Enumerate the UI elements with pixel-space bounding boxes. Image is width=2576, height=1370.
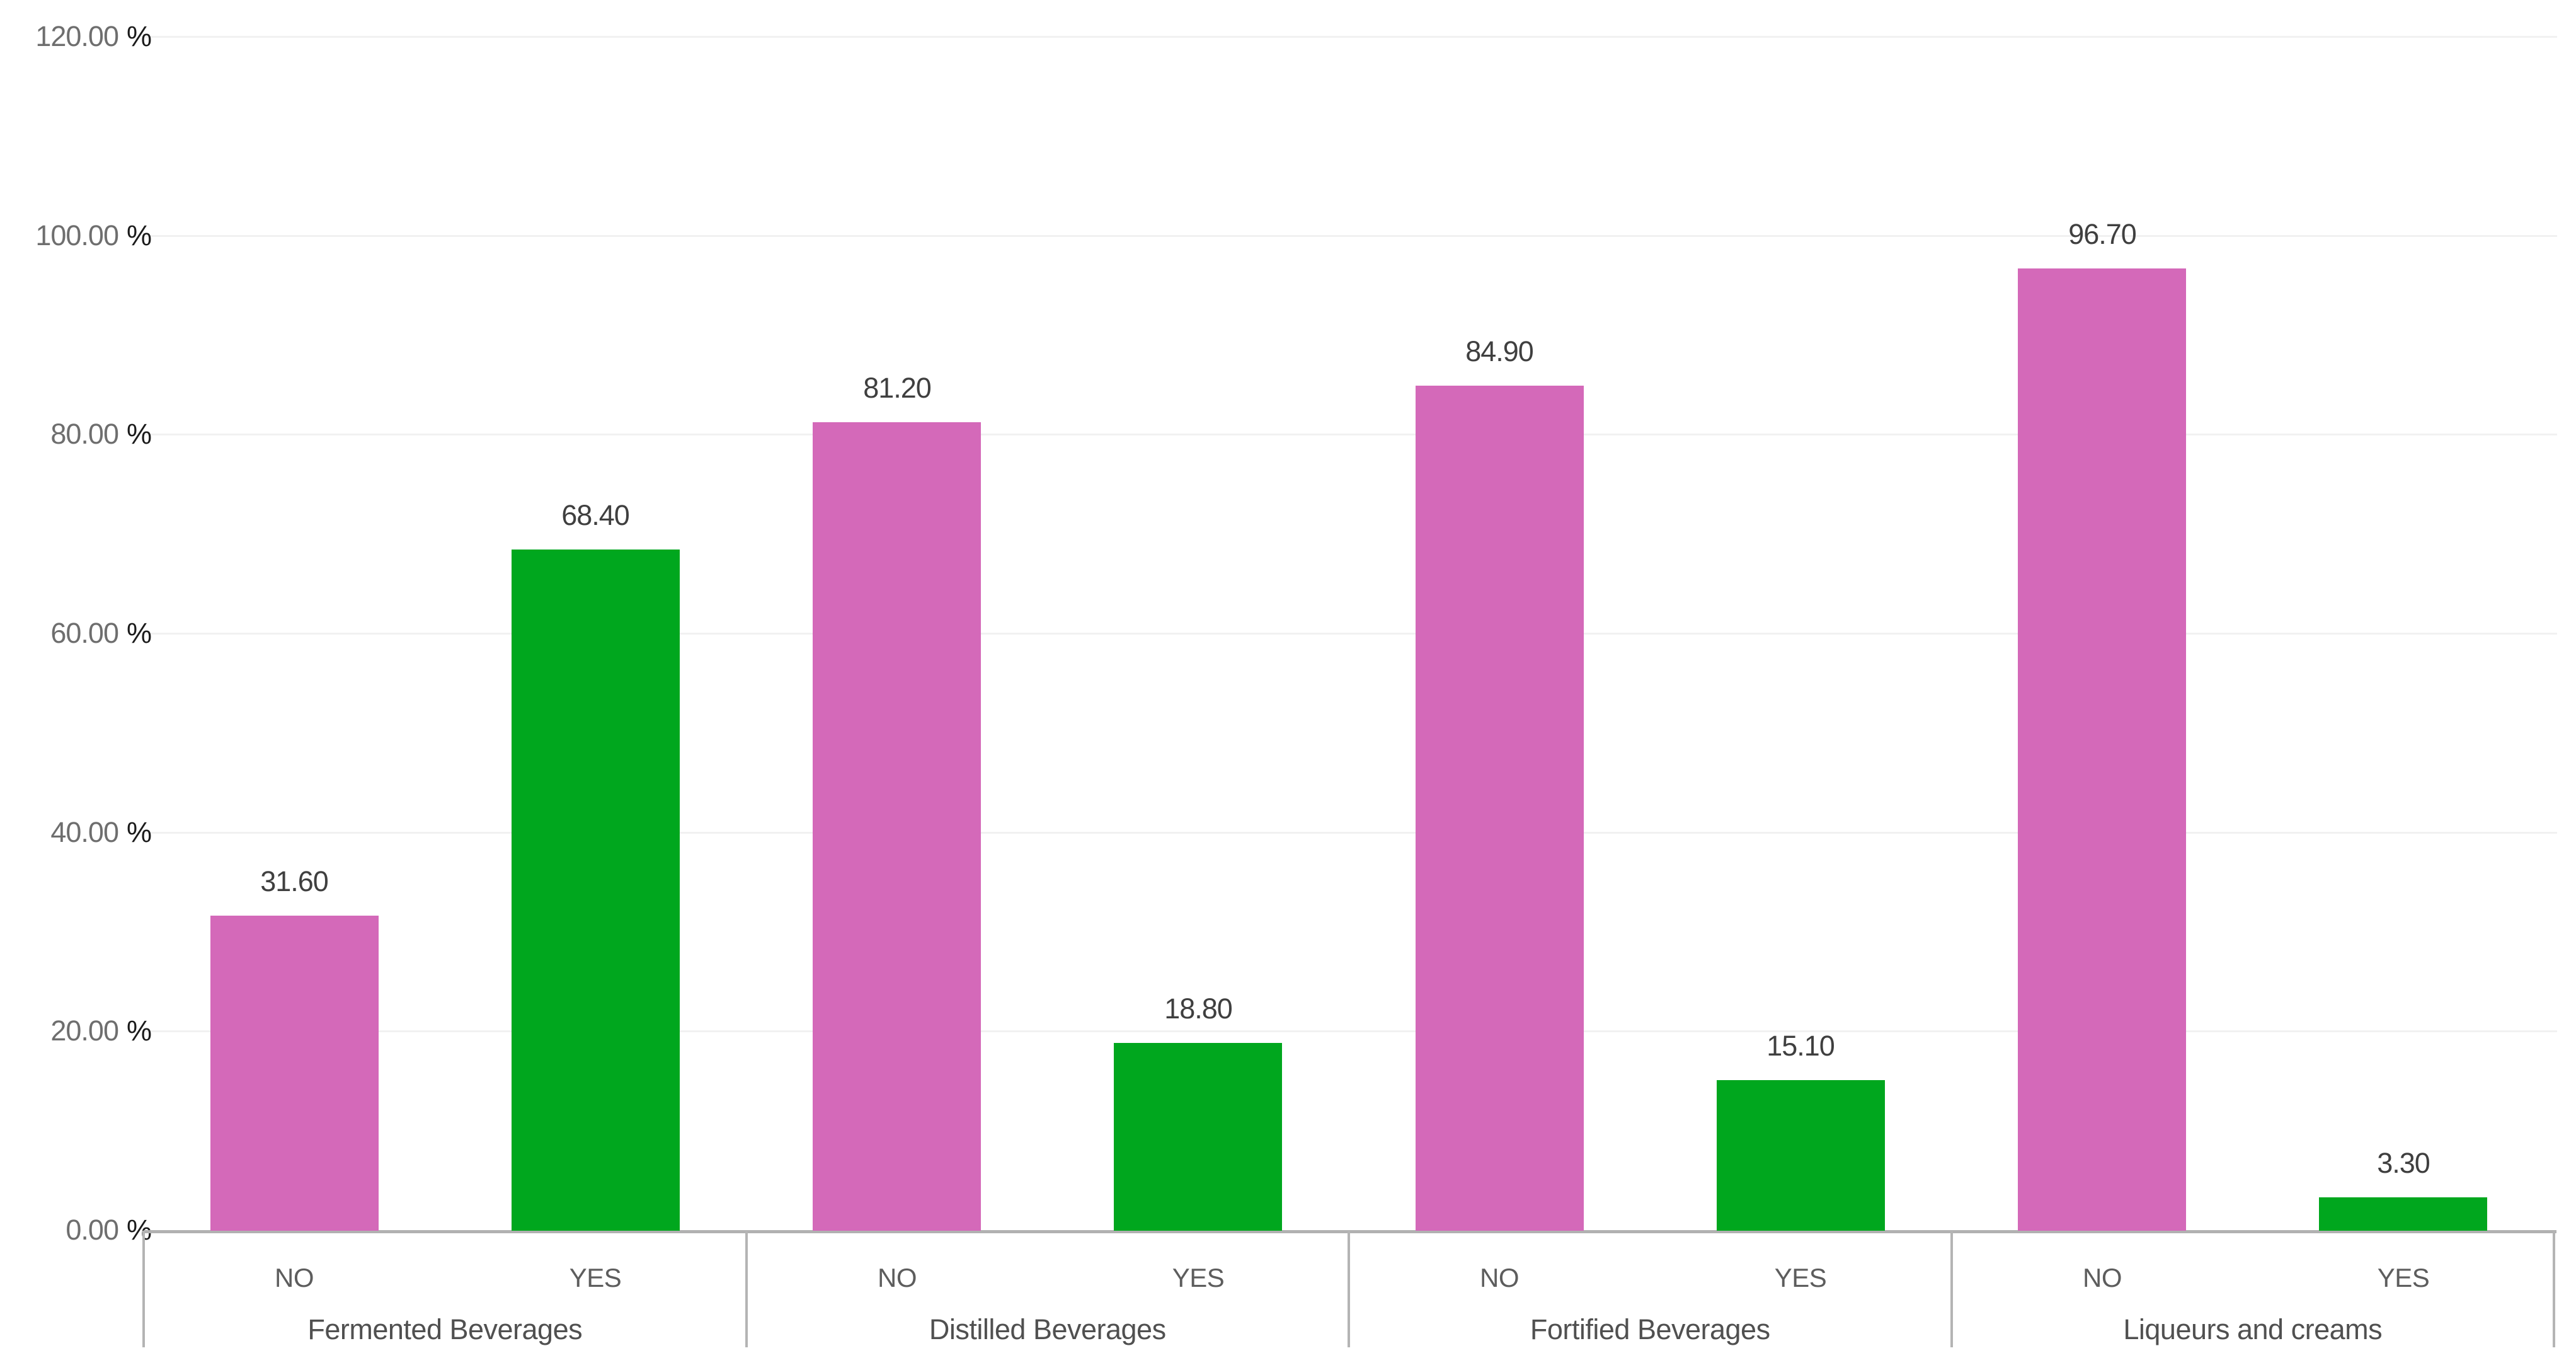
- y-axis-tick-label: 60.00%: [0, 617, 152, 650]
- y-axis-tick-label: 100.00%: [0, 219, 152, 252]
- y-axis-tick-label: 40.00%: [0, 815, 152, 849]
- y-axis-tick-label: 0.00%: [0, 1214, 152, 1246]
- bar-value-label: 68.40: [561, 499, 630, 531]
- y-axis-tick-label: 20.00%: [0, 1015, 152, 1047]
- category-label[interactable]: NO: [878, 1263, 917, 1292]
- category-label[interactable]: NO: [1480, 1263, 1520, 1292]
- gridline: [144, 633, 2557, 635]
- bar-distilled-beverages-yes[interactable]: [1114, 1043, 1282, 1231]
- category-label[interactable]: NO: [2083, 1263, 2122, 1292]
- category-label[interactable]: YES: [1774, 1263, 1827, 1292]
- tick-value: 80.00: [50, 418, 119, 451]
- group-label[interactable]: Distilled Beverages: [929, 1313, 1166, 1345]
- tick-value: 0.00: [66, 1214, 119, 1246]
- group-label[interactable]: Fortified Beverages: [1530, 1313, 1770, 1345]
- tick-unit: %: [126, 815, 152, 848]
- bar-fermented-beverages-yes[interactable]: [512, 550, 680, 1231]
- bar-value-label: 3.30: [2377, 1147, 2430, 1179]
- group-separator: [2553, 1231, 2555, 1347]
- bar-value-label: 96.70: [2068, 218, 2137, 250]
- tick-value: 40.00: [50, 815, 119, 848]
- bar-value-label: 31.60: [260, 865, 329, 897]
- y-axis-tick-label: 120.00%: [0, 20, 152, 53]
- category-label[interactable]: YES: [569, 1263, 622, 1292]
- tick-unit: %: [126, 418, 152, 451]
- y-axis-tick-label: 80.00%: [0, 418, 152, 451]
- bar-distilled-beverages-no[interactable]: [813, 422, 981, 1231]
- tick-unit: %: [126, 219, 152, 251]
- tick-unit: %: [126, 1015, 152, 1047]
- tick-unit: %: [126, 20, 152, 52]
- tick-unit: %: [126, 617, 152, 649]
- gridline: [144, 36, 2557, 38]
- group-separator: [745, 1231, 748, 1347]
- bar-fortified-beverages-no[interactable]: [1416, 386, 1584, 1231]
- group-separator: [142, 1231, 145, 1347]
- bar-liqueurs-and-creams-no[interactable]: [2018, 268, 2186, 1231]
- tick-value: 60.00: [50, 617, 119, 649]
- category-label[interactable]: YES: [2377, 1263, 2430, 1292]
- x-axis-line: [144, 1230, 2556, 1233]
- tick-unit: %: [126, 1214, 152, 1246]
- bar-value-label: 84.90: [1465, 335, 1534, 367]
- gridline: [144, 831, 2557, 834]
- tick-value: 120.00: [35, 20, 119, 52]
- bar-fermented-beverages-no[interactable]: [210, 916, 379, 1231]
- group-separator: [1950, 1231, 1953, 1347]
- tick-value: 100.00: [35, 219, 119, 251]
- category-label[interactable]: NO: [275, 1263, 314, 1292]
- bar-liqueurs-and-creams-yes[interactable]: [2319, 1197, 2487, 1231]
- gridline: [144, 1030, 2557, 1033]
- bar-fortified-beverages-yes[interactable]: [1717, 1080, 1885, 1231]
- gridline: [144, 434, 2557, 436]
- bar-value-label: 81.20: [863, 372, 932, 404]
- group-label[interactable]: Liqueurs and creams: [2123, 1313, 2383, 1345]
- gridline: [144, 234, 2557, 237]
- bar-value-label: 15.10: [1766, 1030, 1835, 1062]
- bar-value-label: 18.80: [1164, 993, 1233, 1025]
- group-separator: [1348, 1231, 1350, 1347]
- category-label[interactable]: YES: [1172, 1263, 1225, 1292]
- tick-value: 20.00: [50, 1015, 119, 1047]
- group-label[interactable]: Fermented Beverages: [307, 1313, 583, 1345]
